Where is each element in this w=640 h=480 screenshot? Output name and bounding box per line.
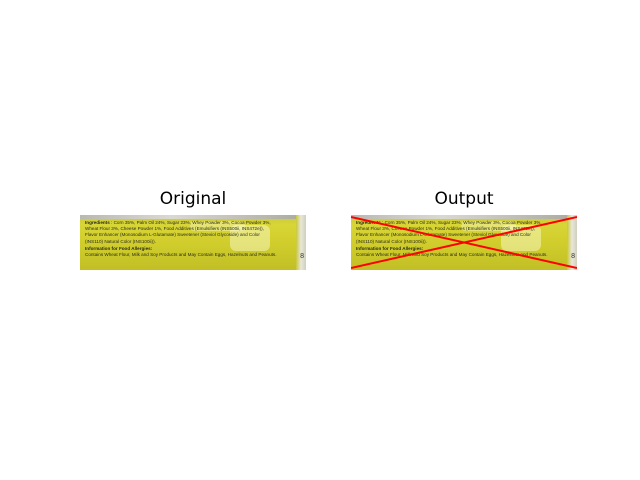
package-top-edge [80, 215, 306, 219]
ingredients-text: Ingredients : Corn 35%, Palm Oil 24%, Su… [85, 220, 290, 258]
ingredients-line: (INS110) Natural Color (INS100ii)). [356, 238, 427, 244]
glare-highlight [190, 221, 245, 231]
ingredients-line: Flavor Enhancer (Monosodium L-Glutamate)… [356, 232, 531, 238]
ingredients-line: Wheat Flour 3%, Cheese Powder 1%, Food A… [85, 226, 264, 232]
ingredients-line: : Corn 35%, Palm Oil 24%, Sugar 23%, Whe… [111, 220, 271, 225]
allergy-heading: Information for Food Allergies: [85, 245, 153, 251]
output-image: Ingredients : Corn 35%, Palm Oil 24%, Su… [351, 215, 577, 270]
ingredients-text: Ingredients : Corn 35%, Palm Oil 24%, Su… [356, 220, 561, 258]
ingredients-line: : Corn 35%, Palm Oil 24%, Sugar 23%, Whe… [382, 220, 542, 225]
package-top-edge [351, 215, 577, 219]
ingredients-heading: Ingredients [356, 220, 381, 225]
output-title: Output [434, 189, 494, 209]
package-right-edge [296, 215, 306, 270]
page-number: 8 [300, 253, 304, 260]
package-right-edge [567, 215, 577, 270]
allergy-line: Contains Wheat Flour, Milk and Soy Produ… [356, 252, 548, 258]
ingredients-heading: Ingredients [85, 220, 110, 225]
original-title: Original [159, 189, 227, 209]
page-number: 8 [571, 253, 575, 260]
glare-highlight [230, 225, 270, 251]
original-image: Ingredients : Corn 35%, Palm Oil 24%, Su… [80, 215, 306, 270]
ingredients-line: (INS110) Natural Color (INS100ii)). [85, 238, 156, 244]
allergy-line: Contains Wheat Flour, Milk and Soy Produ… [85, 252, 277, 258]
ingredients-line: Flavor Enhancer (Monosodium L-Glutamate)… [85, 232, 260, 238]
